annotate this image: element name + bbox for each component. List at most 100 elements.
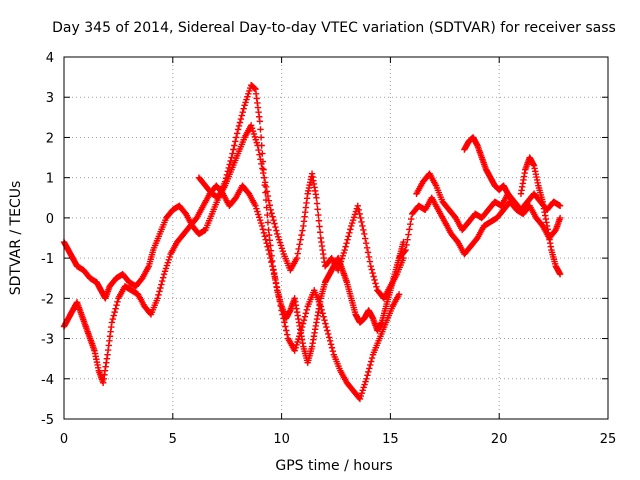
data-point	[317, 303, 324, 310]
data-point	[280, 315, 287, 322]
data-point	[271, 275, 279, 282]
data-point	[326, 337, 334, 345]
data-point	[239, 108, 246, 116]
data-point	[264, 211, 271, 219]
y-tick-label: 1	[46, 172, 54, 187]
data-point	[335, 264, 343, 271]
x-tick-label: 10	[273, 432, 290, 447]
data-point	[109, 315, 117, 323]
data-point	[250, 130, 258, 138]
data-point	[401, 248, 408, 255]
data-point	[281, 319, 288, 326]
data-point	[403, 241, 410, 249]
data-point	[233, 130, 241, 137]
data-point	[291, 347, 298, 354]
y-tick-label: 4	[46, 51, 54, 66]
data-point	[273, 284, 281, 291]
data-point	[236, 119, 244, 126]
y-tick-label: 0	[46, 212, 54, 227]
data-point	[157, 284, 164, 292]
data-point	[337, 258, 345, 265]
data-point	[278, 245, 286, 252]
data-point	[322, 320, 329, 327]
data-point	[262, 183, 270, 191]
x-tick-label: 25	[600, 432, 617, 447]
data-point	[293, 254, 301, 262]
data-point	[267, 206, 274, 214]
data-point	[261, 233, 269, 240]
data-point	[319, 310, 326, 317]
data-point	[235, 122, 243, 130]
data-point	[255, 211, 262, 218]
data-point	[296, 333, 303, 340]
x-tick-label: 15	[382, 432, 399, 447]
data-point	[336, 261, 344, 268]
data-point	[364, 372, 371, 379]
data-point	[348, 219, 356, 227]
series-track-d	[395, 194, 564, 262]
data-point	[256, 216, 264, 224]
data-point	[369, 269, 376, 277]
data-point	[363, 244, 371, 251]
data-point	[406, 226, 413, 233]
data-point	[269, 213, 276, 220]
data-point	[404, 236, 411, 243]
data-point	[166, 253, 173, 261]
data-point	[293, 341, 300, 349]
data-point	[362, 239, 370, 247]
data-point	[359, 387, 366, 394]
data-point	[274, 230, 281, 238]
data-point	[349, 216, 357, 224]
y-tick-label: -5	[41, 413, 54, 428]
data-point	[165, 256, 172, 264]
data-point	[270, 266, 277, 274]
data-point	[158, 281, 165, 288]
data-point	[253, 205, 260, 212]
data-point	[347, 226, 354, 233]
data-point	[342, 243, 349, 250]
x-axis-label: GPS time / hours	[275, 458, 392, 474]
data-point	[362, 235, 369, 242]
data-point	[265, 246, 272, 254]
data-point	[256, 151, 263, 158]
data-point	[360, 226, 367, 234]
data-point	[244, 93, 251, 100]
y-tick-labels: -5 -4 -3 -2 -1 0 1 2 3 4	[41, 51, 54, 428]
data-point	[245, 90, 252, 97]
y-axis-label: SDTVAR / TECUs	[8, 181, 24, 296]
data-point	[110, 312, 117, 319]
data-point	[269, 262, 276, 270]
data-point	[274, 288, 282, 296]
data-point	[264, 192, 272, 200]
data-point	[556, 271, 564, 278]
data-point	[298, 231, 305, 239]
data-point	[261, 179, 269, 186]
data-points	[60, 81, 564, 403]
data-point	[400, 238, 407, 246]
data-point	[341, 246, 348, 254]
x-tick-label: 0	[60, 432, 68, 447]
data-point	[321, 316, 328, 324]
data-point	[282, 323, 289, 330]
data-point	[361, 381, 368, 388]
data-point	[314, 206, 321, 213]
data-point	[368, 354, 376, 362]
y-tick-label: -2	[41, 292, 54, 307]
data-point	[229, 150, 236, 157]
data-point	[313, 200, 321, 207]
data-point	[325, 334, 333, 341]
data-point	[361, 230, 368, 238]
data-point	[270, 271, 278, 278]
data-point	[303, 306, 310, 314]
data-point	[260, 169, 267, 177]
data-point	[257, 134, 265, 141]
data-point	[256, 118, 264, 125]
data-point	[320, 313, 327, 320]
data-point	[260, 229, 268, 237]
data-point	[358, 389, 366, 397]
data-point	[258, 160, 265, 168]
data-point	[405, 231, 412, 238]
data-point	[266, 250, 273, 258]
data-point	[300, 316, 308, 324]
data-point	[366, 258, 374, 265]
